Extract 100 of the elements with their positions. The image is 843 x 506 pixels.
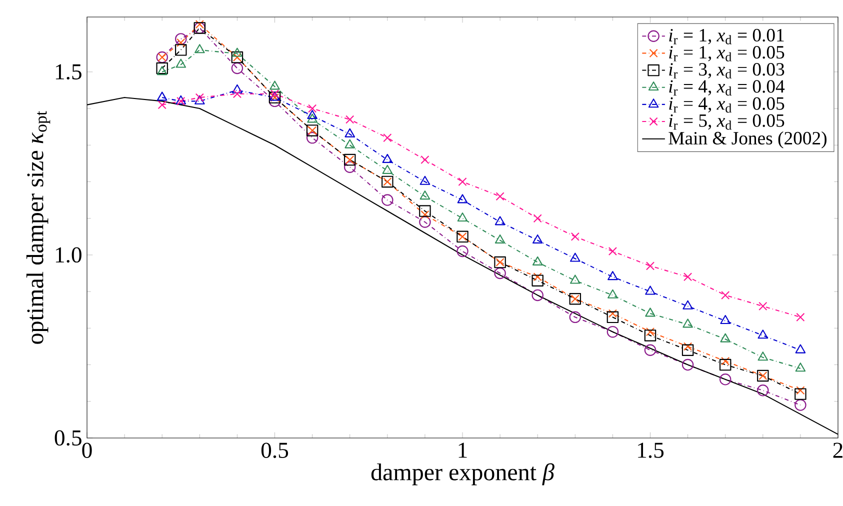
point — [382, 164, 393, 174]
point — [231, 62, 244, 74]
point — [156, 66, 168, 76]
point — [270, 80, 280, 90]
point — [457, 212, 468, 222]
point — [195, 20, 204, 29]
point — [644, 330, 656, 342]
legend-label: i$_{r}$ = 5, x$_{d}$ = 0.05 — [669, 114, 784, 130]
point — [176, 38, 186, 47]
point — [720, 314, 730, 324]
point — [608, 246, 618, 256]
legend-label: i$_{r}$ = 3, x$_{d}$ = 0.03 — [669, 63, 784, 78]
point — [570, 252, 580, 262]
point — [682, 300, 693, 310]
point — [532, 289, 544, 302]
point — [646, 262, 655, 270]
point — [194, 44, 205, 54]
point — [232, 84, 242, 94]
point — [175, 33, 187, 45]
point — [646, 328, 655, 336]
point — [419, 216, 431, 228]
point — [420, 190, 430, 200]
point — [458, 177, 467, 186]
point — [682, 358, 694, 371]
point — [719, 374, 732, 386]
point — [758, 352, 768, 361]
x-axis-title: damper exponent β — [371, 463, 554, 486]
point — [344, 128, 356, 138]
x-tick-label: 0 — [82, 442, 92, 458]
point — [645, 286, 656, 295]
point — [532, 256, 543, 266]
point — [308, 104, 317, 113]
point — [175, 44, 187, 56]
point — [344, 139, 356, 148]
point — [570, 232, 580, 241]
point — [420, 155, 430, 164]
point — [496, 192, 504, 201]
legend-label: i$_{r}$ = 1, x$_{d}$ = 0.05 — [669, 46, 784, 62]
y-tick-label: 1.0 — [56, 247, 82, 263]
x-tick-label: 1 — [458, 442, 467, 458]
point — [419, 205, 431, 217]
point — [307, 110, 318, 120]
legend-label: i$_{r}$ = 4, x$_{d}$ = 0.05 — [669, 97, 784, 113]
point — [383, 133, 392, 142]
point — [532, 274, 544, 286]
point — [683, 342, 692, 351]
y-axis-title: optimal damper size κ$_{opt}$ — [26, 111, 50, 344]
point — [382, 154, 393, 163]
point — [682, 318, 693, 328]
x-tick-label: 2 — [833, 442, 842, 458]
point — [758, 302, 768, 311]
point — [720, 333, 730, 342]
point — [721, 290, 730, 300]
point — [194, 95, 205, 104]
point — [232, 90, 242, 98]
point — [682, 344, 694, 356]
point — [606, 326, 619, 338]
point — [533, 214, 542, 223]
point — [158, 100, 166, 110]
point — [270, 90, 280, 98]
point — [420, 210, 430, 219]
point — [494, 234, 506, 244]
point — [156, 92, 168, 101]
point — [795, 362, 806, 372]
point — [344, 161, 356, 173]
y-tick-label: 1.5 — [56, 64, 82, 80]
legend-label: Main & Jones (2002) — [668, 131, 826, 148]
point — [532, 234, 543, 244]
point — [608, 309, 618, 318]
point — [306, 132, 318, 144]
point — [796, 312, 805, 322]
point — [794, 399, 806, 411]
point — [420, 176, 430, 185]
point — [232, 48, 242, 57]
point — [757, 384, 769, 396]
legend-label: i$_{r}$ = 4, x$_{d}$ = 0.04 — [669, 80, 785, 96]
point — [569, 311, 582, 324]
x-tick-label: 1.5 — [638, 442, 664, 458]
point — [382, 194, 394, 206]
point — [456, 245, 468, 258]
point — [606, 311, 619, 324]
y-tick-label: 0.5 — [54, 430, 82, 446]
point — [644, 344, 656, 356]
point — [721, 356, 730, 366]
point — [795, 344, 806, 354]
point — [608, 289, 618, 298]
point — [758, 330, 768, 339]
point — [794, 388, 806, 400]
point — [346, 115, 354, 124]
point — [533, 272, 542, 282]
point — [796, 386, 805, 395]
point — [176, 58, 186, 68]
point — [494, 267, 506, 280]
point — [307, 114, 318, 123]
point — [719, 358, 732, 371]
point — [570, 274, 580, 284]
point — [645, 308, 656, 317]
point — [156, 62, 168, 74]
point — [457, 194, 468, 204]
legend-label: i$_{r}$ = 1, x$_{d}$ = 0.01 — [669, 28, 784, 44]
